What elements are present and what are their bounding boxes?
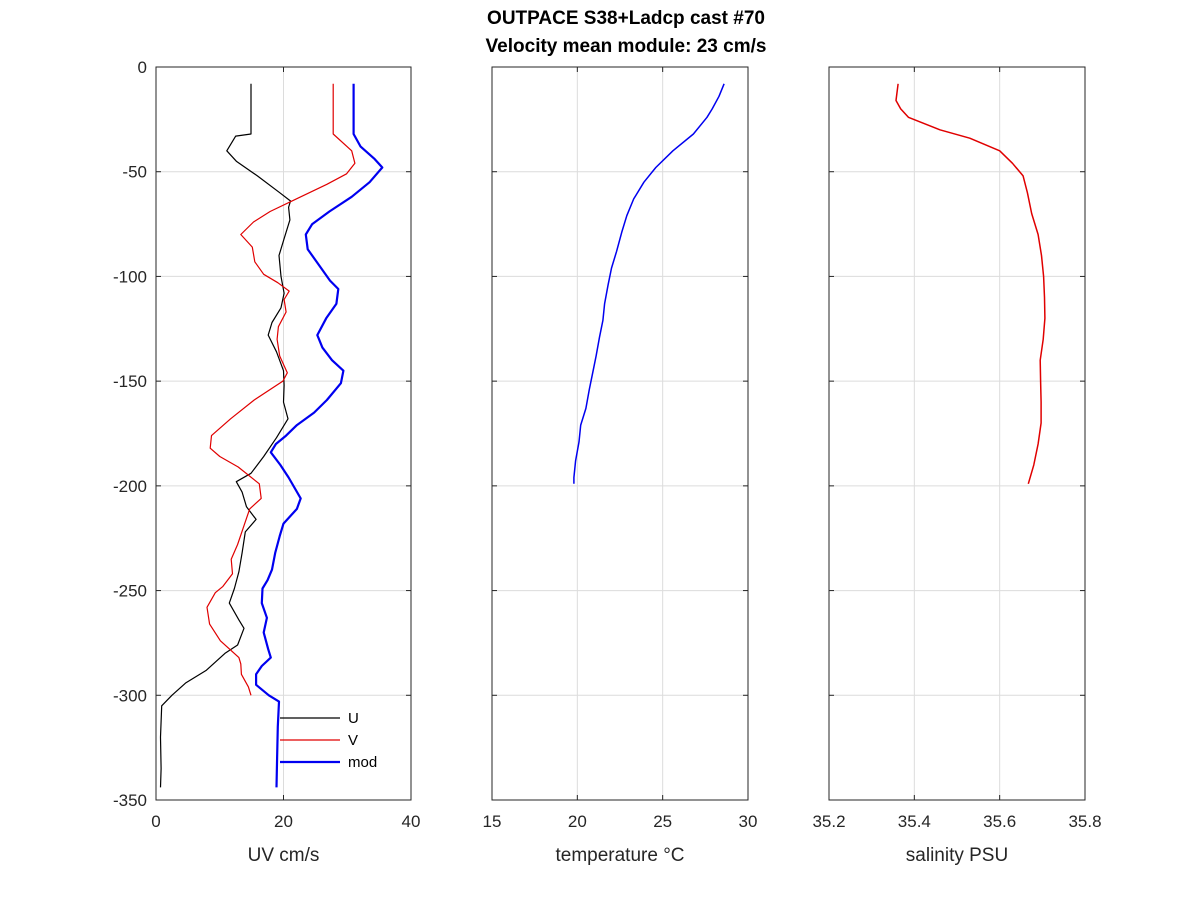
velocity-ytick-label: -250 bbox=[113, 582, 147, 601]
figure-title-line2: Velocity mean module: 23 cm/s bbox=[486, 36, 767, 57]
temperature-axes-box bbox=[491, 66, 749, 801]
velocity-ytick-label: -50 bbox=[122, 163, 147, 182]
legend-label-mod: mod bbox=[348, 754, 377, 771]
velocity-ytick-label: 0 bbox=[138, 58, 147, 77]
temperature-xtick-label: 30 bbox=[739, 812, 758, 831]
salinity-xtick-label: 35.8 bbox=[1068, 812, 1101, 831]
temperature-xtick-label: 20 bbox=[568, 812, 587, 831]
salinity-xtick-label: 35.4 bbox=[898, 812, 931, 831]
velocity-panel: 0 20 40 0 -50 -100 -150 -200 -250 -300 -350 UV cm/s… bbox=[113, 58, 420, 866]
salinity-series-line bbox=[895, 83, 1046, 485]
figure-title-line1: OUTPACE S38+Ladcp cast #70 bbox=[487, 8, 765, 29]
salinity-axes-box bbox=[828, 66, 1086, 801]
salinity-xlabel: salinity PSU bbox=[906, 845, 1008, 866]
velocity-xtick-label: 0 bbox=[151, 812, 160, 831]
velocity-ytick-label: -100 bbox=[113, 267, 147, 286]
temperature-panel: 15 20 25 30 temperature °C bbox=[483, 66, 758, 866]
velocity-series-u bbox=[159, 83, 292, 788]
temperature-xtick-label: 25 bbox=[653, 812, 672, 831]
legend-label-u: U bbox=[348, 710, 359, 727]
velocity-xtick-label: 40 bbox=[402, 812, 421, 831]
velocity-ytick-label: -200 bbox=[113, 477, 147, 496]
velocity-ytick-label: -300 bbox=[113, 686, 147, 705]
salinity-panel: 35.2 35.4 35.6 35.8 salinity PSU bbox=[812, 66, 1102, 866]
velocity-ytick-label: -350 bbox=[113, 791, 147, 810]
salinity-xtick-label: 35.6 bbox=[983, 812, 1016, 831]
temperature-xlabel: temperature °C bbox=[555, 845, 684, 866]
velocity-ytick-label: -150 bbox=[113, 372, 147, 391]
velocity-xtick-label: 20 bbox=[274, 812, 293, 831]
salinity-xtick-label: 35.2 bbox=[812, 812, 845, 831]
velocity-series-mod bbox=[255, 83, 384, 788]
velocity-series-v bbox=[206, 83, 356, 696]
velocity-xlabel: UV cm/s bbox=[248, 845, 320, 866]
legend-label-v: V bbox=[348, 732, 358, 749]
temperature-series-line bbox=[573, 83, 725, 484]
temperature-xtick-label: 15 bbox=[483, 812, 502, 831]
